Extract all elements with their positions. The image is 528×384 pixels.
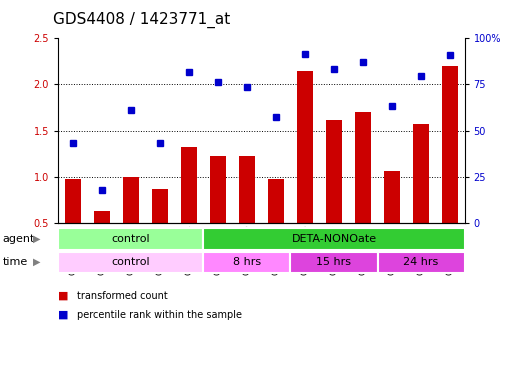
Text: control: control <box>111 234 150 244</box>
Bar <box>378 252 465 273</box>
Text: transformed count: transformed count <box>77 291 167 301</box>
Text: ▶: ▶ <box>33 257 40 267</box>
Bar <box>122 177 139 223</box>
Bar <box>58 228 203 250</box>
Text: ■: ■ <box>58 291 72 301</box>
Text: GDS4408 / 1423771_at: GDS4408 / 1423771_at <box>53 12 230 28</box>
Bar <box>384 171 400 223</box>
Text: ■: ■ <box>58 310 72 320</box>
Bar <box>203 228 465 250</box>
Bar <box>181 147 197 223</box>
Bar <box>268 179 284 223</box>
Bar <box>290 252 378 273</box>
Bar <box>239 156 255 223</box>
Text: 24 hrs: 24 hrs <box>403 257 439 267</box>
Bar <box>203 252 290 273</box>
Bar <box>93 211 110 223</box>
Text: 15 hrs: 15 hrs <box>316 257 352 267</box>
Text: time: time <box>3 257 28 267</box>
Text: control: control <box>111 257 150 267</box>
Bar <box>152 189 168 223</box>
Text: ▶: ▶ <box>33 234 40 244</box>
Bar <box>297 71 313 223</box>
Bar <box>355 112 371 223</box>
Text: 8 hrs: 8 hrs <box>233 257 261 267</box>
Bar <box>413 124 429 223</box>
Text: percentile rank within the sample: percentile rank within the sample <box>77 310 242 320</box>
Text: DETA-NONOate: DETA-NONOate <box>291 234 376 244</box>
Bar <box>326 119 342 223</box>
Bar <box>210 156 226 223</box>
Bar <box>58 252 203 273</box>
Text: agent: agent <box>3 234 35 244</box>
Bar <box>442 66 458 223</box>
Bar <box>64 179 81 223</box>
